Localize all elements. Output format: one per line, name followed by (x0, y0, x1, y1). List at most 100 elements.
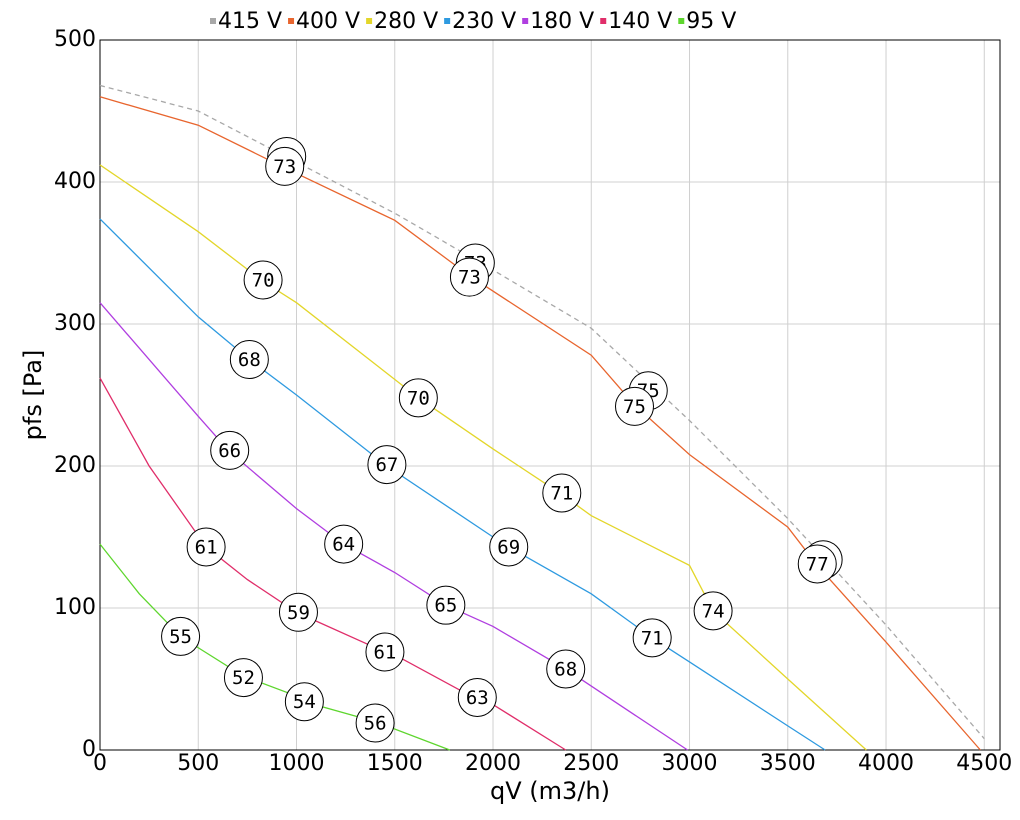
legend-label: 400 V (296, 9, 360, 34)
marker-circle (426, 585, 466, 625)
x-tick-label: 4000 (858, 751, 914, 776)
marker-circle (449, 257, 489, 297)
sound-level-marker: 61 (365, 632, 405, 672)
marker-label: 69 (497, 536, 520, 558)
sound-level-marker: 64 (324, 524, 364, 564)
sound-level-marker: 55 (161, 616, 201, 656)
sound-level-marker: 71 (542, 473, 582, 513)
marker-label: 71 (550, 482, 573, 504)
marker-circle (265, 146, 305, 186)
series-line (99, 84, 985, 740)
legend-label: 95 V (686, 9, 736, 34)
marker-circle (161, 616, 201, 656)
series-line (99, 302, 688, 751)
marker-circle (284, 682, 324, 722)
marker-circle (186, 527, 226, 567)
marker-label: 63 (466, 687, 489, 709)
y-tick-label: 100 (54, 595, 96, 620)
legend-label: 180 V (530, 9, 594, 34)
legend-label: 415 V (218, 9, 282, 34)
marker-label: 70 (407, 387, 430, 409)
x-tick-label: 2000 (465, 751, 521, 776)
marker-label: 66 (218, 440, 241, 462)
x-tick-label: 3000 (662, 751, 718, 776)
marker-circle (229, 340, 269, 379)
sound-level-marker: 75 (614, 386, 654, 426)
marker-circle (542, 473, 582, 513)
marker-label: 65 (434, 595, 457, 617)
y-tick-label: 200 (54, 453, 96, 478)
marker-label: 64 (332, 534, 355, 556)
sound-level-marker: 68 (229, 340, 269, 379)
legend-swatch (366, 18, 373, 24)
sound-level-marker: 54 (284, 682, 324, 722)
marker-circle (632, 618, 672, 658)
sound-level-marker: 56 (355, 703, 395, 743)
sound-level-marker: 63 (457, 677, 497, 717)
marker-label: 61 (373, 642, 396, 664)
marker-label: 56 (364, 713, 387, 735)
marker-circle (355, 703, 395, 743)
x-tick-label: 0 (93, 751, 107, 776)
series-line (99, 218, 826, 751)
y-tick-label: 300 (54, 311, 96, 336)
legend-swatch (444, 18, 451, 24)
sound-level-marker: 71 (632, 618, 672, 658)
marker-circle (324, 524, 364, 564)
x-tick-label: 3500 (760, 751, 816, 776)
marker-circle (797, 544, 837, 584)
marker-label: 73 (273, 156, 296, 178)
legend-swatch (678, 18, 685, 24)
sound-level-marker: 73 (449, 257, 489, 297)
marker-circle (210, 430, 250, 470)
y-tick-label: 500 (54, 27, 96, 52)
sound-level-marker: 61 (186, 527, 226, 567)
legend-swatch (210, 18, 216, 24)
y-tick-label: 400 (54, 169, 96, 194)
sound-level-marker: 69 (489, 527, 529, 567)
marker-label: 52 (232, 667, 255, 689)
y-axis-title: pfs [Pa] (19, 350, 47, 441)
sound-level-marker: 73 (265, 146, 305, 186)
marker-label: 61 (195, 536, 218, 558)
x-tick-label: 2500 (563, 751, 619, 776)
marker-label: 68 (238, 349, 261, 371)
y-tick-label: 0 (82, 737, 96, 762)
sound-level-marker: 68 (546, 649, 586, 689)
marker-circle (398, 378, 438, 418)
x-tick-label: 500 (177, 751, 219, 776)
series-line (99, 96, 981, 751)
legend-swatch (600, 18, 607, 24)
marker-label: 71 (641, 627, 664, 649)
marker-label: 67 (375, 454, 398, 476)
x-tick-label: 4500 (956, 751, 1012, 776)
sound-level-marker: 77 (797, 544, 837, 584)
marker-circle (367, 445, 407, 485)
sound-level-marker: 70 (243, 260, 283, 300)
marker-label: 70 (252, 269, 275, 291)
x-tick-label: 1500 (367, 751, 423, 776)
sound-level-marker: 70 (398, 378, 438, 418)
sound-level-marker: 59 (278, 592, 318, 632)
marker-label: 77 (806, 553, 829, 575)
legend-swatch (522, 18, 529, 24)
marker-circle (489, 527, 529, 567)
sound-level-marker: 67 (367, 445, 407, 485)
marker-circle (693, 591, 733, 631)
marker-circle (223, 658, 263, 698)
marker-label: 75 (623, 396, 646, 418)
legend-label: 280 V (374, 9, 438, 34)
plot-frame (99, 39, 1001, 751)
marker-label: 54 (293, 691, 316, 713)
legend-label: 140 V (608, 9, 672, 34)
marker-label: 74 (702, 600, 725, 622)
sound-level-marker: 65 (426, 585, 466, 625)
marker-label: 59 (287, 602, 310, 624)
marker-circle (243, 260, 283, 300)
legend-label: 230 V (452, 9, 516, 34)
marker-circle (546, 649, 586, 689)
x-tick-label: 1000 (269, 751, 325, 776)
sound-level-marker: 52 (223, 658, 263, 698)
marker-circle (278, 592, 318, 632)
